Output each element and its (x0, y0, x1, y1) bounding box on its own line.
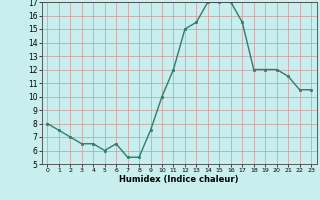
X-axis label: Humidex (Indice chaleur): Humidex (Indice chaleur) (119, 175, 239, 184)
